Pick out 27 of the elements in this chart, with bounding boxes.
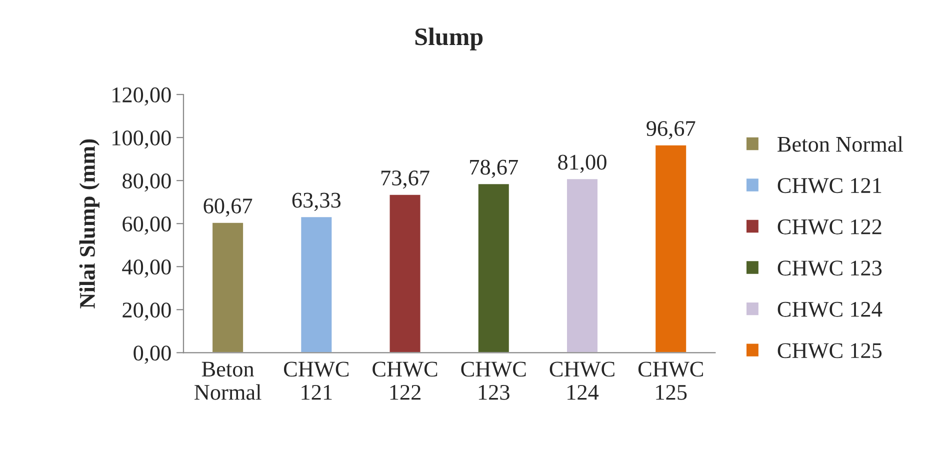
chart-title: Slump <box>415 28 483 50</box>
legend-label: CHWC 124 <box>778 302 882 317</box>
x-tick-label: CHWC 123 <box>461 362 526 400</box>
y-axis-title: Nilai Slump (mm) <box>79 139 100 308</box>
y-tick-label: 100,00 <box>112 130 171 149</box>
legend-label: Beton Normal <box>778 136 903 152</box>
data-label: 78,67 <box>470 160 518 178</box>
y-tick-label: 40,00 <box>122 260 171 278</box>
x-tick-label: CHWC 124 <box>550 362 614 400</box>
legend-label: CHWC 121 <box>778 178 882 194</box>
legend-label: CHWC 122 <box>778 219 882 234</box>
y-tick-label: 120,00 <box>112 87 171 106</box>
y-tick-label: 0,00 <box>134 346 171 364</box>
y-tick-label: 20,00 <box>122 302 171 321</box>
data-label: 96,67 <box>646 121 696 140</box>
legend-label: CHWC 125 <box>778 343 882 358</box>
data-label: 63,33 <box>292 192 341 211</box>
legend-label: CHWC 123 <box>778 260 882 276</box>
x-tick-label: Beton Normal <box>194 362 262 400</box>
x-tick-label: CHWC 125 <box>638 362 703 400</box>
data-label: 81,00 <box>558 154 606 173</box>
y-tick-label: 60,00 <box>122 216 171 235</box>
data-label: 73,67 <box>381 170 430 189</box>
y-tick-label: 80,00 <box>122 173 171 192</box>
data-label: 60,67 <box>204 198 252 217</box>
x-tick-label: CHWC 121 <box>284 362 349 400</box>
x-tick-label: CHWC 122 <box>372 362 438 400</box>
